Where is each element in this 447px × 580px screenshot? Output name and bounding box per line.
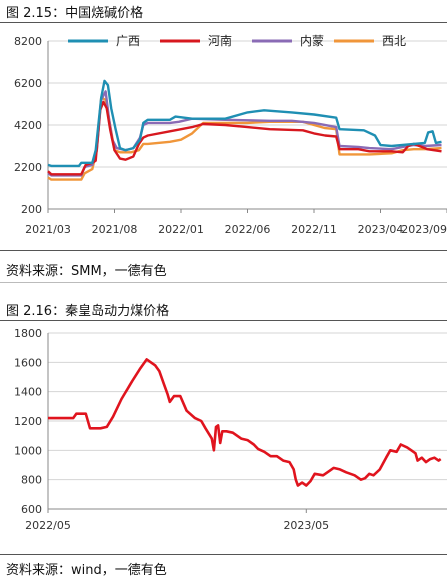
legend-label: 西北	[382, 34, 406, 48]
source-note: 资料来源：wind，一德有色	[6, 563, 167, 578]
y-tick-label: 800	[21, 474, 42, 487]
x-tick-label: 2022/11	[291, 223, 337, 236]
series-line-3	[47, 90, 442, 177]
legend-entry: 内蒙	[252, 34, 324, 48]
legend-entry: 河南	[160, 33, 232, 48]
top-rule	[0, 320, 447, 321]
y-tick-label: 200	[21, 203, 42, 216]
x-tick-label: 2022/06	[225, 223, 271, 236]
x-tick-label: 2021/03	[25, 223, 71, 236]
y-tick-label: 1000	[14, 444, 42, 457]
x-tick-label: 2023/09	[401, 223, 447, 236]
y-tick-label: 1600	[14, 356, 42, 369]
bottom-rule	[0, 250, 447, 251]
legend-entry: 西北	[334, 34, 406, 48]
top-rule	[0, 22, 447, 23]
separator-rule	[0, 282, 447, 283]
figure-caustic-soda: 图 2.15：中国烧碱价格 200 2200 4200 6200 8200 2021/03…	[0, 0, 447, 285]
y-tick-label: 6200	[14, 77, 42, 90]
bottom-rule	[0, 554, 447, 555]
x-tick-label: 2022/05	[25, 519, 71, 532]
y-tick-label: 2200	[14, 161, 42, 174]
legend-label: 广西	[116, 34, 140, 48]
x-tick-label: 2023/04	[358, 223, 404, 236]
y-tick-label: 4200	[14, 119, 42, 132]
y-tick-label: 1400	[14, 386, 42, 399]
thermal-coal-chart: 600 800 1000 1200 1400 1600 1800 2022/05 2023/05	[14, 327, 447, 532]
figure-thermal-coal: 图 2.16：秦皇岛动力煤价格 600 800 1000 1200 1400 1600 18…	[0, 296, 447, 580]
y-tick-label: 600	[21, 503, 42, 516]
legend-label: 河南	[208, 33, 232, 48]
x-tick-label: 2021/08	[92, 223, 138, 236]
figure-caption: 图 2.15：中国烧碱价格	[6, 6, 144, 21]
y-tick-label: 8200	[14, 35, 42, 48]
source-note: 资料来源：SMM，一德有色	[6, 264, 167, 279]
y-tick-label: 1200	[14, 415, 42, 428]
y-tick-label: 1800	[14, 327, 42, 340]
series-line-1	[48, 358, 442, 487]
figure-caption: 图 2.16：秦皇岛动力煤价格	[6, 304, 170, 319]
legend-label: 内蒙	[300, 34, 324, 48]
caustic-soda-chart: 200 2200 4200 6200 8200 2021/03 2021/08 2022/01…	[14, 33, 447, 236]
x-tick-label: 2023/05	[283, 519, 329, 532]
legend-entry: 广西	[68, 34, 140, 48]
series-line-1	[47, 79, 442, 168]
x-tick-label: 2022/01	[158, 223, 204, 236]
